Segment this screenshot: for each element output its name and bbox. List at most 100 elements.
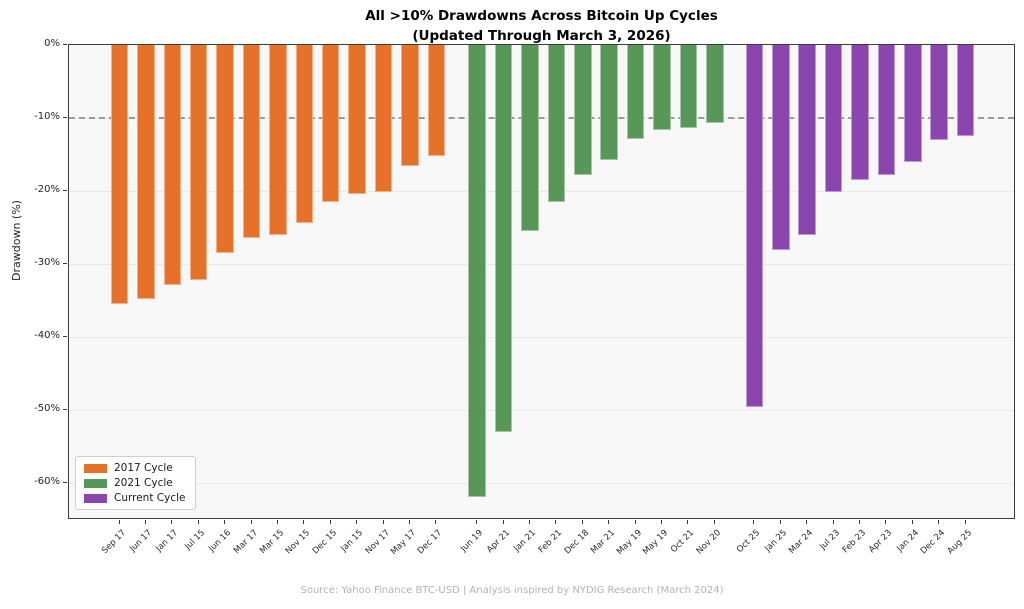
bar [798,45,816,235]
x-tick-mark [832,520,834,524]
bar [521,45,539,231]
x-tick-mark [806,520,808,524]
bar [468,45,486,498]
x-tick-mark [859,520,861,524]
y-tick-mark [63,336,67,338]
gridline [69,191,1014,193]
x-tick-mark [713,520,715,524]
y-tick-label: -50% [34,403,60,415]
x-tick-mark [144,520,146,524]
x-tick-mark [303,520,305,524]
bar [772,45,790,251]
bar [956,45,975,136]
legend-label: 2017 Cycle [114,462,173,474]
legend-label: 2021 Cycle [114,477,173,489]
x-tick-mark [911,520,913,524]
y-tick-label: -40% [34,330,60,342]
x-tick-mark [608,520,610,524]
plot-area: 2017 Cycle 2021 Cycle Current Cycle [68,44,1015,519]
x-tick-mark [118,520,120,524]
x-tick-mark [250,520,252,524]
bar [321,45,340,203]
x-tick-mark [171,520,173,524]
x-tick-mark [502,520,504,524]
bar [269,45,287,235]
bar [348,45,366,195]
bar [110,45,129,305]
legend-label: Current Cycle [114,492,186,504]
x-tick-mark [753,520,755,524]
y-axis-label: Drawdown (%) [10,200,23,281]
chart-title: All >10% Drawdowns Across Bitcoin Up Cyc… [365,8,718,24]
x-tick-mark [555,520,557,524]
threshold-line [69,117,1014,120]
bar [851,45,869,181]
bar [574,45,592,176]
bar [706,45,724,124]
bar [137,45,155,300]
bar [163,45,182,285]
x-tick-mark [197,520,199,524]
bar [626,45,645,139]
y-tick-label: 0% [44,38,60,49]
bar [904,45,922,162]
x-tick-mark [382,520,384,524]
bar [745,45,764,407]
x-tick-mark [779,520,781,524]
bar [547,45,566,203]
legend-swatch [84,478,107,488]
bar [427,45,446,157]
x-tick-mark [356,520,358,524]
x-tick-mark [408,520,410,524]
y-tick-mark [63,409,67,411]
x-tick-mark [224,520,226,524]
bar [242,45,261,238]
x-tick-mark [435,520,437,524]
y-tick-label: -10% [34,111,60,123]
bar [189,45,208,281]
chart-title-block: All >10% Drawdowns Across Bitcoin Up Cyc… [68,7,1015,46]
x-tick-mark [661,520,663,524]
x-tick-mark [581,520,583,524]
gridline [69,483,1014,485]
y-tick-label: -20% [34,184,60,196]
y-tick-mark [63,190,67,192]
bar [653,45,671,130]
y-tick-mark [63,263,67,265]
legend-swatch [84,463,107,473]
bar [824,45,843,192]
x-tick-mark [938,520,940,524]
legend-swatch [84,493,107,503]
bar [930,45,948,140]
gridline [69,337,1014,339]
y-tick-mark [63,482,67,484]
y-tick-label: -30% [34,257,60,269]
x-tick-mark [687,520,689,524]
y-tick-label: -60% [34,476,60,488]
bar [877,45,896,176]
x-tick-mark [964,520,966,524]
x-tick-mark [476,520,478,524]
x-tick-mark [329,520,331,524]
legend-item: 2021 Cycle [84,477,185,489]
bar [216,45,234,254]
y-tick-mark [63,117,67,119]
x-tick-mark [885,520,887,524]
chart-subtitle: (Updated Through March 3, 2026) [412,27,671,44]
bar [401,45,419,167]
gridline [69,410,1014,412]
x-tick-mark [634,520,636,524]
bar [679,45,698,129]
bar [600,45,618,160]
legend: 2017 Cycle 2021 Cycle Current Cycle [75,456,197,510]
legend-item: 2017 Cycle [84,462,185,474]
x-tick-mark [276,520,278,524]
y-tick-mark [63,44,67,45]
bar [374,45,393,192]
source-caption: Source: Yahoo Finance BTC-USD | Analysis… [300,585,724,596]
gridline [69,264,1014,266]
legend-item: Current Cycle [84,492,185,504]
bar [295,45,314,224]
bar [494,45,513,433]
